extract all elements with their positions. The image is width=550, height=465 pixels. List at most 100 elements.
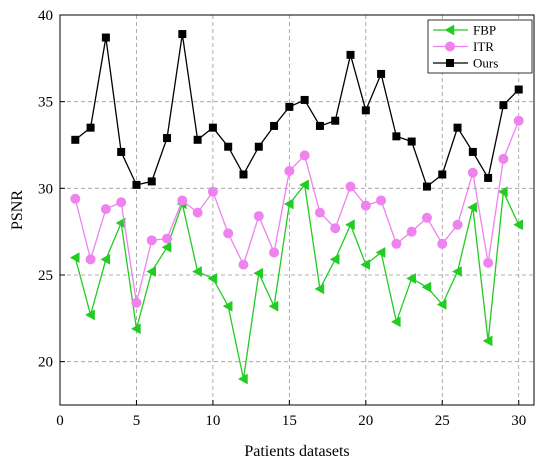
data-point xyxy=(329,253,340,265)
data-point xyxy=(237,373,248,385)
y-axis-label: PSNR xyxy=(9,190,26,230)
data-point xyxy=(391,238,402,249)
x-tick-label: 20 xyxy=(358,413,373,429)
data-point xyxy=(407,137,416,146)
data-point xyxy=(314,207,325,218)
data-point xyxy=(438,170,447,179)
data-point xyxy=(100,253,111,265)
axis-ticks: 0 5 10 15 20 25 30 20 25 30 35 40 xyxy=(38,8,526,429)
data-point xyxy=(300,95,309,104)
data-point xyxy=(452,266,462,277)
x-tick-label: 30 xyxy=(511,413,526,429)
data-point xyxy=(71,135,80,144)
data-point xyxy=(238,259,249,270)
data-point xyxy=(375,247,386,258)
data-point xyxy=(314,283,325,295)
data-point xyxy=(376,195,387,206)
data-point xyxy=(299,179,309,191)
data-point xyxy=(406,273,416,284)
data-point xyxy=(131,297,142,308)
data-point xyxy=(192,266,202,277)
x-tick-label: 5 xyxy=(133,413,141,429)
series-ours xyxy=(71,30,523,191)
data-point xyxy=(161,241,172,253)
data-point xyxy=(85,254,96,265)
data-point xyxy=(390,316,401,328)
data-point xyxy=(146,266,156,277)
x-tick-label: 25 xyxy=(435,413,450,429)
x-axis-label: Patients datasets xyxy=(244,443,349,460)
series-fbp xyxy=(69,179,523,385)
data-point xyxy=(446,59,454,67)
y-tick-label: 20 xyxy=(38,355,53,371)
data-point xyxy=(86,123,95,132)
data-point xyxy=(513,115,524,126)
data-point xyxy=(101,33,110,42)
data-point xyxy=(222,300,233,312)
data-point xyxy=(299,150,310,161)
data-point xyxy=(360,200,371,211)
x-tick-label: 15 xyxy=(282,413,297,429)
data-point xyxy=(452,219,463,230)
data-point xyxy=(146,235,157,246)
data-point xyxy=(499,101,508,110)
data-point xyxy=(162,233,173,244)
data-point xyxy=(254,142,263,151)
legend-item-ours: Ours xyxy=(433,56,498,71)
data-point xyxy=(85,309,95,321)
y-tick-label: 25 xyxy=(38,268,53,284)
data-point xyxy=(283,198,294,210)
x-tick-label: 0 xyxy=(56,413,64,429)
data-point xyxy=(100,204,111,215)
series-line xyxy=(74,183,520,380)
data-point xyxy=(147,177,156,186)
data-point xyxy=(224,142,233,151)
data-point xyxy=(69,252,80,264)
data-point xyxy=(193,135,202,144)
data-point xyxy=(330,223,341,234)
data-point xyxy=(163,134,172,143)
data-point xyxy=(331,116,340,125)
y-tick-label: 30 xyxy=(38,181,53,197)
data-point xyxy=(498,153,509,164)
legend-label: FBP xyxy=(473,23,496,38)
data-point xyxy=(377,69,386,78)
data-point xyxy=(468,147,477,156)
x-tick-label: 10 xyxy=(205,413,220,429)
data-point xyxy=(130,323,141,335)
data-point xyxy=(436,299,447,310)
data-point xyxy=(445,41,455,52)
data-point xyxy=(115,217,126,229)
data-point xyxy=(437,238,448,249)
data-point xyxy=(345,219,355,231)
legend-label: ITR xyxy=(473,39,494,54)
data-point xyxy=(268,300,279,312)
data-point xyxy=(178,30,187,39)
data-point xyxy=(70,193,81,204)
data-point xyxy=(284,166,295,176)
data-point xyxy=(514,85,523,94)
data-point xyxy=(513,219,523,231)
data-point xyxy=(421,281,432,293)
data-point xyxy=(484,173,493,182)
data-point xyxy=(207,186,218,197)
data-point xyxy=(467,201,478,213)
data-point xyxy=(253,267,264,279)
data-point xyxy=(444,24,455,36)
data-point xyxy=(453,123,462,132)
data-point xyxy=(177,195,188,206)
data-point xyxy=(497,186,508,198)
data-point xyxy=(360,259,371,271)
series-itr xyxy=(70,115,524,308)
data-point xyxy=(270,121,279,130)
legend-item-fbp: FBP xyxy=(433,23,496,38)
data-point xyxy=(422,182,431,191)
data-point xyxy=(483,257,494,268)
data-point xyxy=(192,207,203,218)
data-point xyxy=(482,335,493,347)
data-point xyxy=(285,102,294,111)
data-point xyxy=(346,50,355,59)
